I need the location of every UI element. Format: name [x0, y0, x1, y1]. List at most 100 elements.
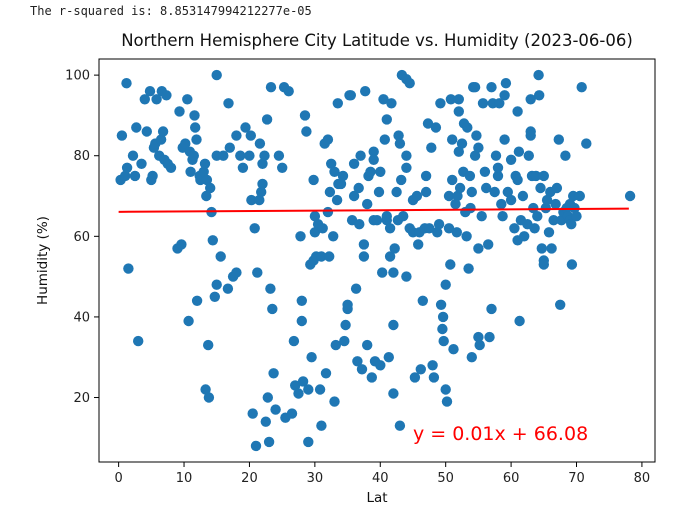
- scatter-point: [525, 130, 536, 141]
- scatter-point: [373, 186, 385, 198]
- scatter-point: [306, 352, 317, 363]
- scatter-point: [447, 134, 458, 145]
- scatter-point: [191, 295, 203, 306]
- scatter-point: [200, 384, 211, 395]
- scatter-point: [326, 158, 337, 169]
- scatter-point: [199, 158, 211, 169]
- scatter-point: [401, 150, 412, 161]
- scatter-point: [420, 170, 432, 182]
- scatter-point: [324, 186, 336, 198]
- scatter-point: [474, 339, 485, 351]
- scatter-point: [240, 122, 251, 133]
- scatter-point: [231, 267, 242, 278]
- scatter-point: [465, 202, 476, 214]
- scatter-point: [314, 384, 326, 395]
- scatter-point: [451, 227, 462, 238]
- scatter-point: [505, 154, 517, 165]
- scatter-point: [136, 158, 147, 169]
- scatter-point: [571, 211, 582, 222]
- scatter-point: [329, 396, 340, 407]
- scatter-point: [131, 122, 142, 133]
- scatter-point: [316, 420, 327, 431]
- scatter-point: [322, 206, 334, 218]
- scatter-point: [463, 263, 474, 274]
- x-tick-label: 80: [634, 471, 651, 486]
- scatter-point: [244, 150, 255, 161]
- scatter-point: [538, 259, 549, 270]
- scatter-point: [378, 94, 389, 105]
- scatter-point: [215, 251, 226, 262]
- scatter-point: [420, 186, 432, 198]
- scatter-point: [121, 78, 132, 89]
- scatter-point: [317, 223, 328, 234]
- scatter-point: [576, 82, 587, 93]
- scatter-point: [528, 202, 539, 214]
- scatter-point: [477, 98, 489, 109]
- scatter-point: [388, 319, 399, 331]
- scatter-point: [566, 219, 577, 230]
- scatter-point: [466, 186, 477, 198]
- scatter-point: [553, 134, 564, 145]
- scatter-point: [339, 335, 350, 347]
- y-axis-label: Humidity (%): [35, 216, 51, 305]
- x-tick-label: 40: [372, 471, 389, 486]
- scatter-point: [437, 311, 449, 323]
- scatter-point: [329, 166, 340, 177]
- scatter-point: [413, 239, 424, 250]
- scatter-point: [201, 174, 213, 186]
- scatter-point: [288, 335, 300, 347]
- scatter-point: [443, 190, 455, 202]
- scatter-point: [435, 299, 447, 310]
- scatter-point: [566, 259, 578, 270]
- scatter-point: [447, 174, 458, 186]
- scatter-point: [453, 106, 464, 117]
- scatter-point: [375, 166, 386, 177]
- y-tick-label: 20: [73, 391, 90, 406]
- scatter-point: [205, 182, 216, 194]
- scatter-point: [490, 150, 502, 161]
- scatter-point: [473, 142, 484, 153]
- scatter-point: [190, 122, 201, 133]
- scatter-point: [484, 331, 495, 343]
- scatter-point: [209, 291, 220, 302]
- scatter-point: [270, 404, 281, 415]
- scatter-point: [384, 223, 396, 234]
- scatter-point: [525, 94, 536, 105]
- scatter-point: [120, 170, 131, 182]
- scatter-point: [581, 138, 592, 149]
- scatter-point: [438, 335, 449, 347]
- regression-equation: y = 0.01x + 66.08: [413, 423, 588, 445]
- scatter-point: [523, 150, 534, 161]
- scatter-point: [499, 90, 510, 101]
- scatter-point: [483, 239, 494, 250]
- scatter-point: [340, 319, 351, 331]
- scatter-point: [116, 130, 128, 141]
- scatter-point: [362, 339, 373, 351]
- scatter-point: [249, 223, 260, 234]
- scatter-point: [409, 372, 421, 383]
- scatter-point: [466, 352, 477, 363]
- scatter-point: [354, 219, 365, 230]
- x-tick-label: 70: [568, 471, 585, 486]
- scatter-point: [250, 440, 262, 452]
- scatter-point: [144, 86, 156, 97]
- scatter-point: [426, 142, 437, 153]
- scatter-point: [541, 194, 553, 206]
- scatter-point: [273, 150, 285, 161]
- scatter-point: [203, 339, 214, 351]
- scatter-point: [461, 231, 472, 242]
- scatter-point: [254, 194, 265, 206]
- scatter-point: [337, 170, 349, 182]
- scatter-point: [543, 227, 555, 238]
- scatter-point: [352, 356, 363, 367]
- scatter-point: [260, 416, 271, 427]
- scatter-point: [512, 106, 523, 117]
- scatter-point: [303, 436, 314, 448]
- scatter-point: [286, 408, 298, 419]
- scatter-point: [185, 166, 196, 177]
- scatter-point: [129, 170, 141, 182]
- scatter-point: [345, 90, 356, 101]
- scatter-point: [299, 110, 311, 121]
- scatter-point: [432, 227, 443, 238]
- scatter-point: [348, 190, 360, 202]
